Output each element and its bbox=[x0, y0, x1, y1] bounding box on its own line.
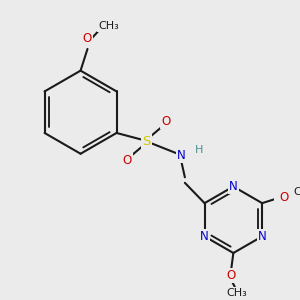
Text: O: O bbox=[226, 269, 236, 282]
Text: O: O bbox=[161, 116, 171, 128]
Text: H: H bbox=[194, 145, 203, 154]
Text: O: O bbox=[280, 191, 289, 204]
Text: CH₃: CH₃ bbox=[226, 288, 247, 298]
Text: N: N bbox=[258, 230, 266, 243]
Text: N: N bbox=[200, 230, 209, 243]
Text: CH₃: CH₃ bbox=[293, 187, 300, 197]
Text: O: O bbox=[83, 32, 92, 45]
Text: S: S bbox=[142, 135, 151, 148]
Text: CH₃: CH₃ bbox=[98, 21, 118, 31]
Text: N: N bbox=[177, 148, 186, 162]
Text: O: O bbox=[122, 154, 132, 167]
Text: N: N bbox=[229, 180, 238, 193]
